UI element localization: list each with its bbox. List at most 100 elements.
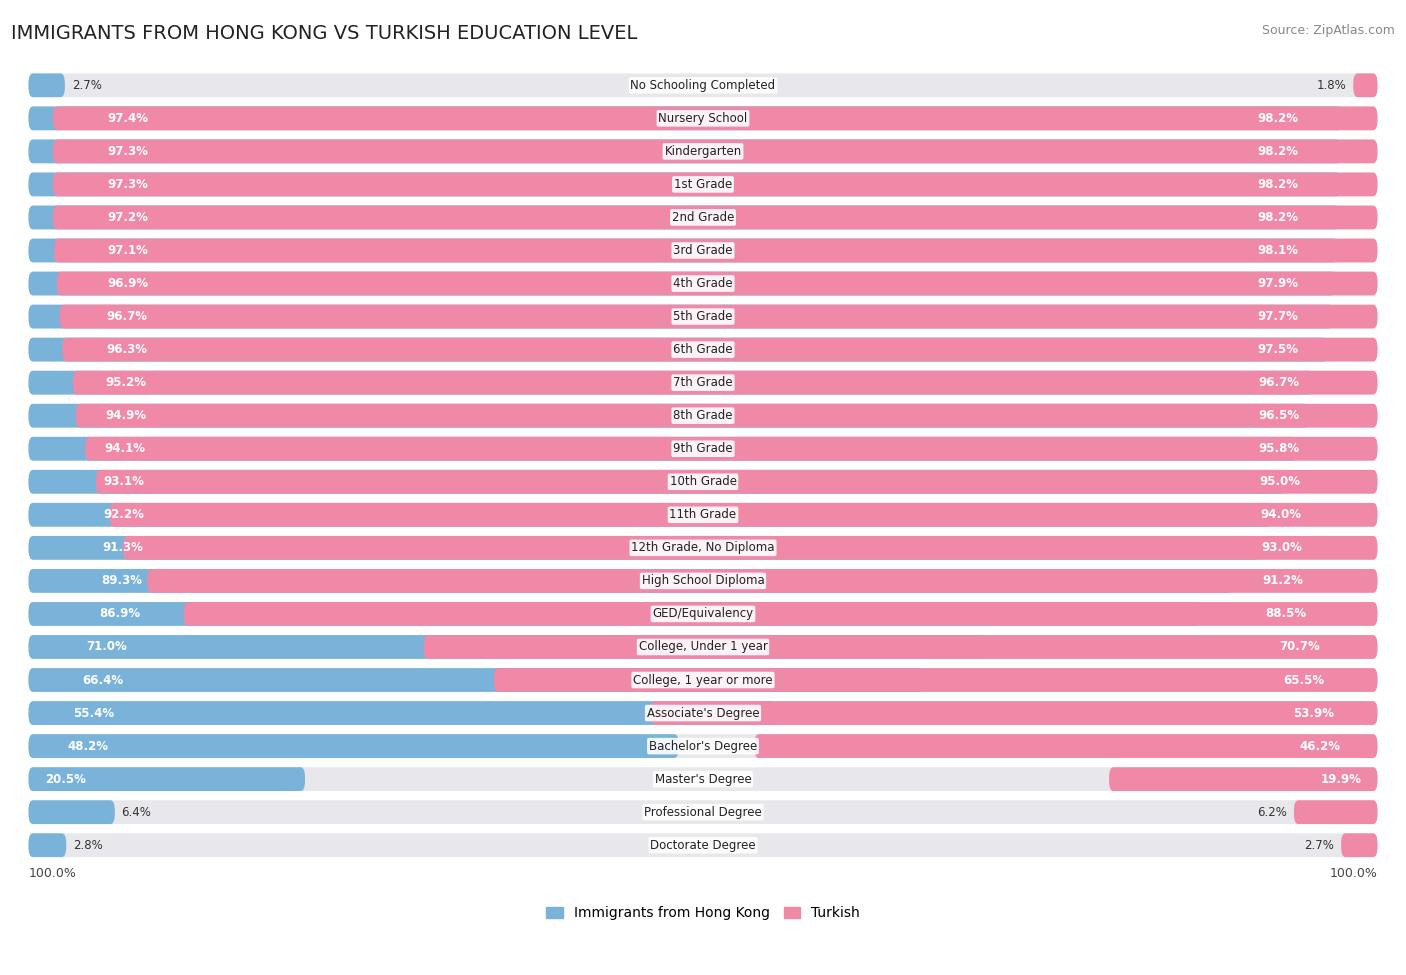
Text: 97.5%: 97.5%	[1257, 343, 1299, 356]
Text: 94.0%: 94.0%	[1260, 508, 1302, 522]
Text: 2.8%: 2.8%	[73, 838, 103, 852]
FancyBboxPatch shape	[28, 602, 1378, 626]
Text: 97.1%: 97.1%	[107, 244, 148, 257]
Text: 1st Grade: 1st Grade	[673, 177, 733, 191]
Text: 97.3%: 97.3%	[107, 145, 148, 158]
Text: 97.3%: 97.3%	[107, 177, 148, 191]
FancyBboxPatch shape	[28, 470, 1285, 493]
Text: Source: ZipAtlas.com: Source: ZipAtlas.com	[1261, 24, 1395, 37]
Text: 97.7%: 97.7%	[1257, 310, 1298, 323]
Text: 100.0%: 100.0%	[28, 867, 76, 879]
FancyBboxPatch shape	[28, 635, 1378, 659]
Text: No Schooling Completed: No Schooling Completed	[630, 79, 776, 92]
Text: 70.7%: 70.7%	[1279, 641, 1320, 653]
Text: 93.1%: 93.1%	[104, 475, 145, 488]
FancyBboxPatch shape	[28, 470, 1378, 493]
Text: 2.7%: 2.7%	[72, 79, 101, 92]
FancyBboxPatch shape	[28, 337, 1378, 362]
FancyBboxPatch shape	[53, 173, 1378, 196]
FancyBboxPatch shape	[1109, 767, 1378, 791]
Text: 2nd Grade: 2nd Grade	[672, 211, 734, 224]
Text: 66.4%: 66.4%	[82, 674, 124, 686]
FancyBboxPatch shape	[1341, 834, 1378, 857]
FancyBboxPatch shape	[28, 701, 1378, 725]
FancyBboxPatch shape	[28, 206, 1378, 229]
FancyBboxPatch shape	[28, 106, 1378, 131]
FancyBboxPatch shape	[28, 635, 986, 659]
FancyBboxPatch shape	[28, 73, 1378, 98]
Text: 53.9%: 53.9%	[1294, 707, 1334, 720]
FancyBboxPatch shape	[28, 800, 1378, 824]
Text: 46.2%: 46.2%	[1299, 740, 1340, 753]
FancyBboxPatch shape	[1294, 800, 1378, 824]
Text: College, Under 1 year: College, Under 1 year	[638, 641, 768, 653]
Text: 65.5%: 65.5%	[1284, 674, 1324, 686]
FancyBboxPatch shape	[28, 602, 1201, 626]
FancyBboxPatch shape	[754, 734, 1378, 758]
Text: 89.3%: 89.3%	[101, 574, 142, 587]
Text: 71.0%: 71.0%	[86, 641, 127, 653]
Text: 10th Grade: 10th Grade	[669, 475, 737, 488]
Text: Kindergarten: Kindergarten	[665, 145, 741, 158]
Text: 94.1%: 94.1%	[104, 443, 146, 455]
FancyBboxPatch shape	[28, 668, 1378, 692]
Text: 48.2%: 48.2%	[67, 740, 108, 753]
FancyBboxPatch shape	[28, 173, 1378, 196]
Text: 12th Grade, No Diploma: 12th Grade, No Diploma	[631, 541, 775, 555]
FancyBboxPatch shape	[59, 304, 1378, 329]
FancyBboxPatch shape	[28, 404, 1309, 428]
Text: College, 1 year or more: College, 1 year or more	[633, 674, 773, 686]
Text: 96.3%: 96.3%	[107, 343, 148, 356]
Text: GED/Equivalency: GED/Equivalency	[652, 607, 754, 620]
FancyBboxPatch shape	[28, 106, 1343, 131]
FancyBboxPatch shape	[86, 437, 1378, 460]
Text: 88.5%: 88.5%	[1265, 607, 1306, 620]
Text: 20.5%: 20.5%	[45, 772, 86, 786]
FancyBboxPatch shape	[28, 503, 1272, 526]
FancyBboxPatch shape	[28, 370, 1378, 395]
FancyBboxPatch shape	[62, 337, 1378, 362]
FancyBboxPatch shape	[76, 404, 1378, 428]
Text: 6.4%: 6.4%	[121, 805, 152, 819]
Text: 96.7%: 96.7%	[1258, 376, 1299, 389]
Text: 92.2%: 92.2%	[103, 508, 143, 522]
FancyBboxPatch shape	[28, 239, 1378, 262]
Text: 6th Grade: 6th Grade	[673, 343, 733, 356]
Text: 11th Grade: 11th Grade	[669, 508, 737, 522]
Text: 2.7%: 2.7%	[1305, 838, 1334, 852]
FancyBboxPatch shape	[28, 734, 679, 758]
FancyBboxPatch shape	[28, 569, 1378, 593]
FancyBboxPatch shape	[28, 272, 1336, 295]
Text: 93.0%: 93.0%	[1261, 541, 1302, 555]
Text: 95.0%: 95.0%	[1260, 475, 1301, 488]
FancyBboxPatch shape	[28, 800, 115, 824]
Text: 100.0%: 100.0%	[1330, 867, 1378, 879]
Text: 98.2%: 98.2%	[1257, 112, 1298, 125]
FancyBboxPatch shape	[494, 668, 1378, 692]
FancyBboxPatch shape	[28, 536, 1260, 560]
FancyBboxPatch shape	[184, 602, 1378, 626]
Text: 4th Grade: 4th Grade	[673, 277, 733, 290]
Text: 91.2%: 91.2%	[1263, 574, 1303, 587]
FancyBboxPatch shape	[28, 73, 65, 98]
Text: 7th Grade: 7th Grade	[673, 376, 733, 389]
FancyBboxPatch shape	[423, 635, 1378, 659]
Text: High School Diploma: High School Diploma	[641, 574, 765, 587]
Text: 98.1%: 98.1%	[1257, 244, 1298, 257]
Text: 97.2%: 97.2%	[107, 211, 148, 224]
Text: Nursery School: Nursery School	[658, 112, 748, 125]
Text: Master's Degree: Master's Degree	[655, 772, 751, 786]
FancyBboxPatch shape	[651, 701, 1378, 725]
Text: 98.2%: 98.2%	[1257, 145, 1298, 158]
FancyBboxPatch shape	[148, 569, 1378, 593]
FancyBboxPatch shape	[96, 470, 1378, 493]
FancyBboxPatch shape	[28, 304, 1333, 329]
FancyBboxPatch shape	[28, 834, 1378, 857]
Text: 6.2%: 6.2%	[1257, 805, 1286, 819]
Text: 96.5%: 96.5%	[1258, 410, 1299, 422]
Text: Bachelor's Degree: Bachelor's Degree	[650, 740, 756, 753]
Text: Associate's Degree: Associate's Degree	[647, 707, 759, 720]
FancyBboxPatch shape	[28, 139, 1341, 163]
FancyBboxPatch shape	[28, 734, 1378, 758]
Text: 19.9%: 19.9%	[1320, 772, 1361, 786]
